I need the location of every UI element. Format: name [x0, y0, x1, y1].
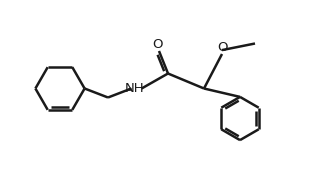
- Text: NH: NH: [125, 82, 145, 95]
- Text: O: O: [153, 38, 163, 51]
- Text: O: O: [217, 41, 227, 54]
